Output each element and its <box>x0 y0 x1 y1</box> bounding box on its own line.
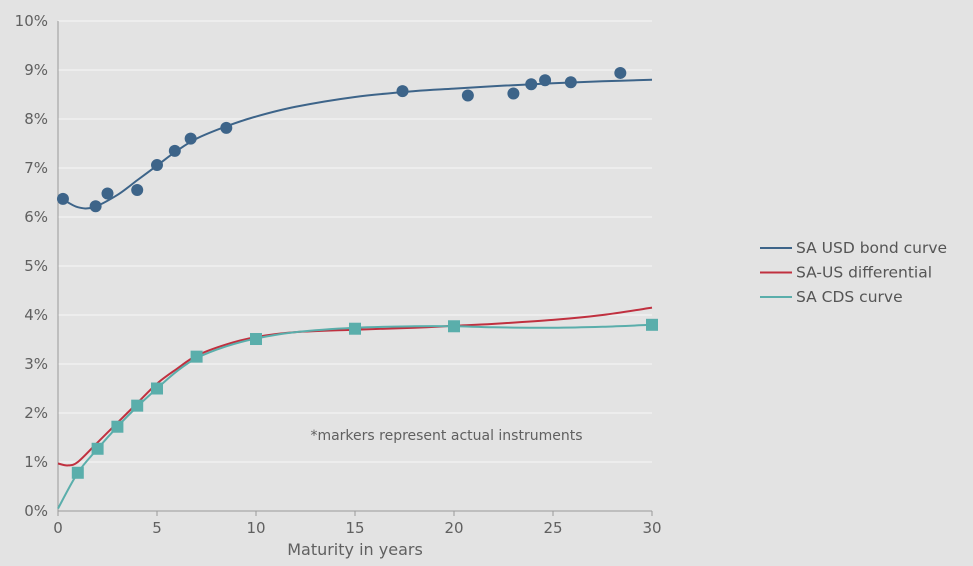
y-tick-label: 8% <box>24 110 48 128</box>
usd-bond-curve-point <box>525 78 538 91</box>
cds-curve-point <box>250 333 262 346</box>
y-tick-label: 6% <box>24 208 48 226</box>
usd-bond-curve-point <box>151 159 163 172</box>
y-tick-label: 0% <box>24 502 48 520</box>
cds-curve-point <box>151 382 163 395</box>
usd-bond-curve-point <box>396 85 409 98</box>
y-tick-label: 9% <box>24 61 48 79</box>
usd-bond-curve-point <box>507 87 520 100</box>
legend: SA USD bond curve SA-US differential SA CD… <box>760 239 947 306</box>
usd-bond-curve-point <box>89 200 102 213</box>
cds-curve-point <box>349 322 361 335</box>
usd-bond-curve-point <box>564 76 577 89</box>
y-tick-label: 7% <box>24 159 48 177</box>
y-tick-label: 3% <box>24 355 48 373</box>
markers-annotation: *markers represent actual instruments <box>310 428 582 444</box>
usd-bond-curve-point <box>614 66 627 79</box>
legend-label: SA USD bond curve <box>796 239 947 257</box>
cds-curve-point <box>131 399 144 412</box>
y-tick-label: 1% <box>24 453 48 471</box>
usd-bond-curve-line <box>62 78 653 210</box>
y-tick-label: 5% <box>24 257 48 275</box>
usd-bond-curve-point <box>168 144 181 157</box>
usd-bond-curve-point <box>56 192 69 205</box>
x-tick-label: 0 <box>53 519 63 537</box>
usd-bond-curve-point <box>461 89 474 102</box>
sa-us-differential-line <box>57 306 653 467</box>
series-group <box>56 66 658 510</box>
x-tick-label: 20 <box>444 519 463 537</box>
cds-curve-point <box>646 318 658 331</box>
legend-label: SA CDS curve <box>796 288 903 306</box>
y-tick-label: 2% <box>24 404 48 422</box>
cds-curve-point <box>190 350 203 363</box>
usd-bond-curve-point <box>131 184 144 197</box>
x-tick-labels: 0 5 10 15 20 25 30 <box>53 511 662 537</box>
legend-label: SA-US differential <box>796 264 932 282</box>
usd-bond-curve-point <box>220 121 233 134</box>
cds-curve-point <box>111 420 124 433</box>
x-tick-label: 10 <box>246 519 265 537</box>
x-tick-label: 5 <box>152 519 162 537</box>
x-axis-label: Maturity in years <box>287 540 423 559</box>
cds-curve-point <box>71 466 84 479</box>
y-tick-label: 10% <box>15 12 48 30</box>
x-tick-label: 30 <box>642 519 661 537</box>
x-tick-label: 15 <box>345 519 364 537</box>
x-tick-label: 25 <box>543 519 562 537</box>
y-tick-label: 4% <box>24 306 48 324</box>
usd-bond-curve-point <box>101 187 114 200</box>
cds-curve-point <box>91 442 104 455</box>
y-tick-labels: 0% 1% 2% 3% 4% 5% 6% 7% 8% 9% 10% <box>15 12 48 520</box>
cds-curve-point <box>448 320 460 333</box>
usd-bond-curve-point <box>184 132 197 145</box>
usd-bond-curve-point <box>539 74 552 87</box>
